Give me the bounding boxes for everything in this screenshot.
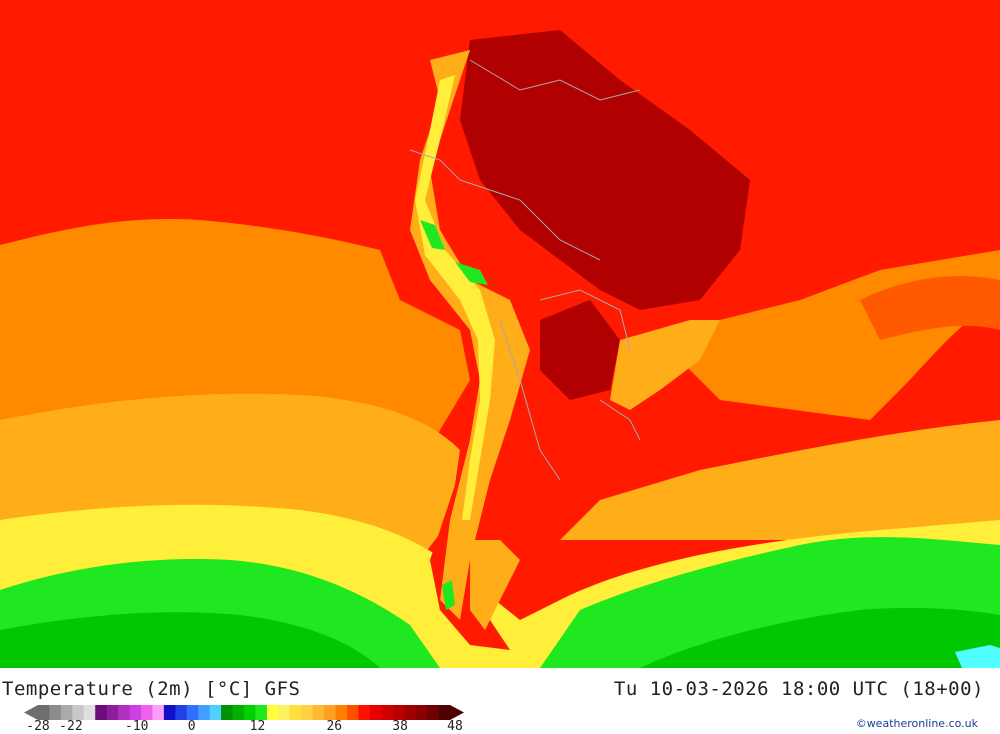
scale-swatch (301, 705, 314, 720)
scale-swatch (152, 705, 165, 720)
scale-swatch (324, 705, 337, 720)
color-scale (24, 705, 464, 720)
scale-swatch (255, 705, 268, 720)
scale-swatch (358, 705, 371, 720)
ocean-dark-green-band (0, 607, 1000, 668)
map-canvas (0, 0, 1000, 668)
temperature-map[interactable] (0, 0, 1000, 668)
scale-swatch (209, 705, 222, 720)
scale-swatch (163, 705, 176, 720)
patagonia-orange (470, 540, 520, 630)
scale-swatch (118, 705, 131, 720)
scale-swatch (106, 705, 119, 720)
scale-swatch (129, 705, 142, 720)
scale-swatch (186, 705, 199, 720)
credit-link[interactable]: ©weatheronline.co.uk (855, 717, 978, 730)
scale-swatch (427, 705, 440, 720)
scale-tick-label: 12 (249, 719, 266, 734)
scale-swatch (278, 705, 291, 720)
scale-swatch (381, 705, 394, 720)
scale-tick-label: -22 (59, 719, 83, 734)
scale-swatch (415, 705, 428, 720)
scale-swatch (232, 705, 245, 720)
scale-swatch (141, 705, 153, 720)
scale-swatch (438, 705, 451, 720)
scale-swatch (392, 705, 405, 720)
scale-tick-label: 0 (187, 719, 196, 734)
scale-swatch (244, 705, 256, 720)
land-dark-red-core (460, 30, 750, 310)
country-borders (409, 59, 641, 481)
footer-bar: Temperature (2m) [°C] GFS Tu 10-03-2026 … (0, 668, 1000, 734)
scale-swatch (266, 705, 279, 720)
scale-swatch (289, 705, 302, 720)
scale-tick-label: -28 (26, 719, 50, 734)
scale-swatch (404, 705, 417, 720)
scale-tick-label: -10 (125, 719, 149, 734)
map-title: Temperature (2m) [°C] GFS (2, 678, 301, 700)
scale-swatch (312, 705, 325, 720)
scale-swatch (175, 705, 188, 720)
scale-swatch (347, 705, 359, 720)
scale-swatch (49, 705, 62, 720)
scale-swatch (72, 705, 85, 720)
scale-swatch (83, 705, 96, 720)
scale-swatch (38, 705, 50, 720)
scale-swatch (198, 705, 211, 720)
scale-tick-label: 48 (447, 719, 463, 734)
scale-tick-label: 38 (392, 719, 408, 734)
andes-yellow-strip (415, 75, 495, 520)
scale-arrow-high (450, 705, 464, 720)
scale-arrow-low (24, 705, 38, 720)
scale-swatch (95, 705, 108, 720)
ocean-red-orange-patch (860, 276, 1000, 340)
scale-swatch (369, 705, 382, 720)
scale-tick-label: 26 (326, 719, 343, 734)
ice-patch (955, 645, 1000, 668)
scale-swatch (335, 705, 348, 720)
scale-swatch (221, 705, 234, 720)
forecast-time: Tu 10-03-2026 18:00 UTC (18+00) (613, 678, 984, 700)
land-dark-red-chaco (540, 300, 620, 400)
east-coast-orange (610, 320, 720, 410)
scale-swatch (60, 705, 73, 720)
